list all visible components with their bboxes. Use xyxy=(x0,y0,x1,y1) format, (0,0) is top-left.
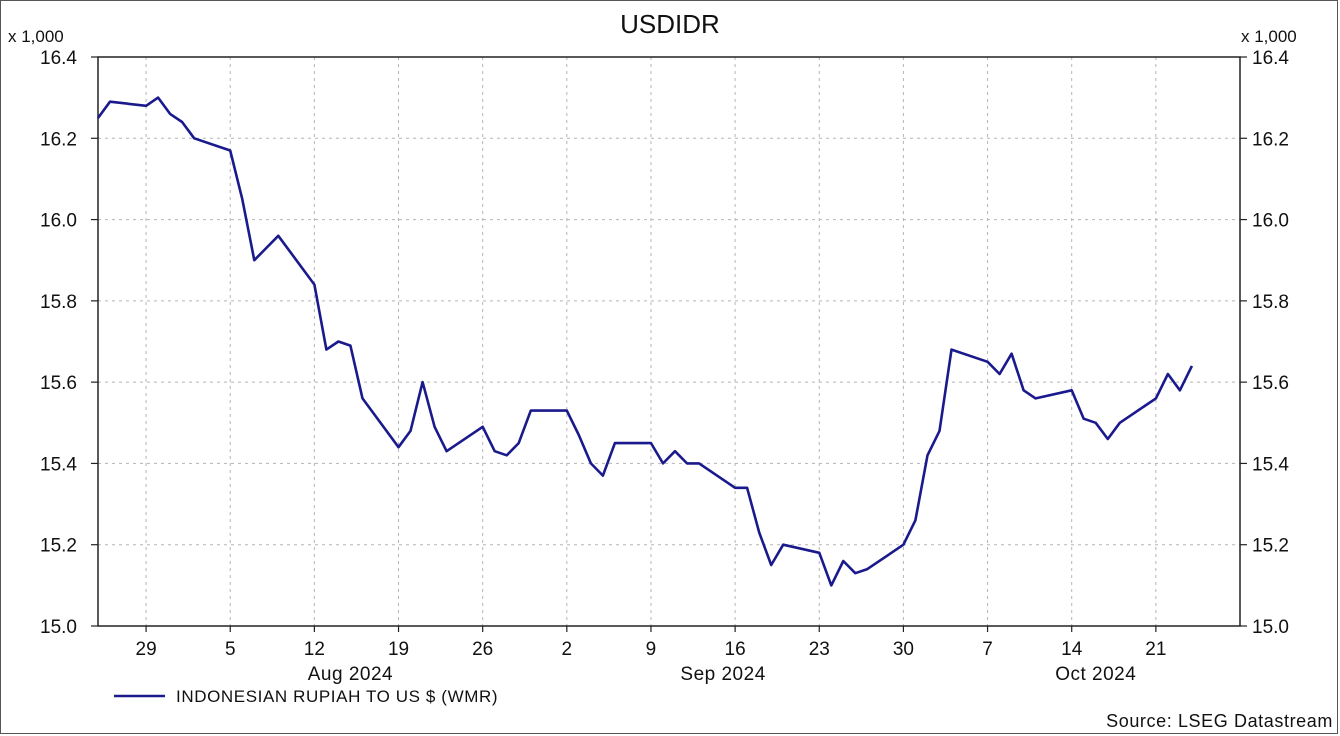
x-tick-label: 23 xyxy=(809,639,830,660)
x-month-label: Sep 2024 xyxy=(680,664,765,685)
right-y-axis: 15.0 15.2 15.4 15.6 15.8 16.0 16.2 16.4 xyxy=(1240,48,1289,638)
x-tick-label: 12 xyxy=(304,639,325,660)
y-tick-label-left: 15.4 xyxy=(40,454,77,475)
x-tick-label: 7 xyxy=(982,639,993,660)
y-tick-label-left: 15.6 xyxy=(40,373,77,394)
series-line-usdidr xyxy=(96,96,1194,587)
x-tick-label: 9 xyxy=(646,639,657,660)
y-tick-label-left: 15.2 xyxy=(40,536,77,557)
x-month-label: Aug 2024 xyxy=(308,664,393,685)
y-tick-label-right: 15.2 xyxy=(1252,536,1289,557)
left-y-axis: 15.0 15.2 15.4 15.6 15.8 16.0 16.2 16.4 xyxy=(40,48,98,638)
x-tick-label: 29 xyxy=(136,639,157,660)
y-tick-label-right: 16.0 xyxy=(1252,211,1289,232)
source-note: Source: LSEG Datastream xyxy=(1106,711,1333,731)
legend-label: INDONESIAN RUPIAH TO US $ (WMR) xyxy=(176,687,498,706)
right-axis-multiplier: x 1,000 xyxy=(1241,27,1297,46)
grid-lines xyxy=(98,57,1240,626)
y-tick-label-right: 15.0 xyxy=(1252,617,1289,638)
y-tick-label-right: 16.2 xyxy=(1252,129,1289,150)
left-axis-multiplier: x 1,000 xyxy=(8,27,64,46)
y-tick-label-left: 15.0 xyxy=(40,617,77,638)
y-tick-label-right: 16.4 xyxy=(1252,48,1289,69)
plot-area xyxy=(97,56,1241,627)
x-tick-label: 21 xyxy=(1145,639,1166,660)
x-month-label: Oct 2024 xyxy=(1055,664,1136,685)
y-tick-label-left: 16.0 xyxy=(40,211,77,232)
series-group xyxy=(96,96,1194,587)
chart-title: USDIDR xyxy=(620,9,720,39)
x-tick-label: 2 xyxy=(562,639,573,660)
x-tick-label: 5 xyxy=(225,639,236,660)
y-tick-label-left: 16.2 xyxy=(40,129,77,150)
legend: INDONESIAN RUPIAH TO US $ (WMR) xyxy=(114,687,498,706)
y-tick-label-right: 15.8 xyxy=(1252,292,1289,313)
y-tick-label-left: 16.4 xyxy=(40,48,77,69)
x-tick-label: 26 xyxy=(472,639,493,660)
y-tick-label-left: 15.8 xyxy=(40,292,77,313)
x-tick-label: 14 xyxy=(1061,639,1083,660)
x-tick-label: 19 xyxy=(388,639,409,660)
y-tick-label-right: 15.4 xyxy=(1252,454,1289,475)
x-tick-label: 30 xyxy=(893,639,914,660)
y-tick-label-right: 15.6 xyxy=(1252,373,1289,394)
x-tick-label: 16 xyxy=(725,639,746,660)
